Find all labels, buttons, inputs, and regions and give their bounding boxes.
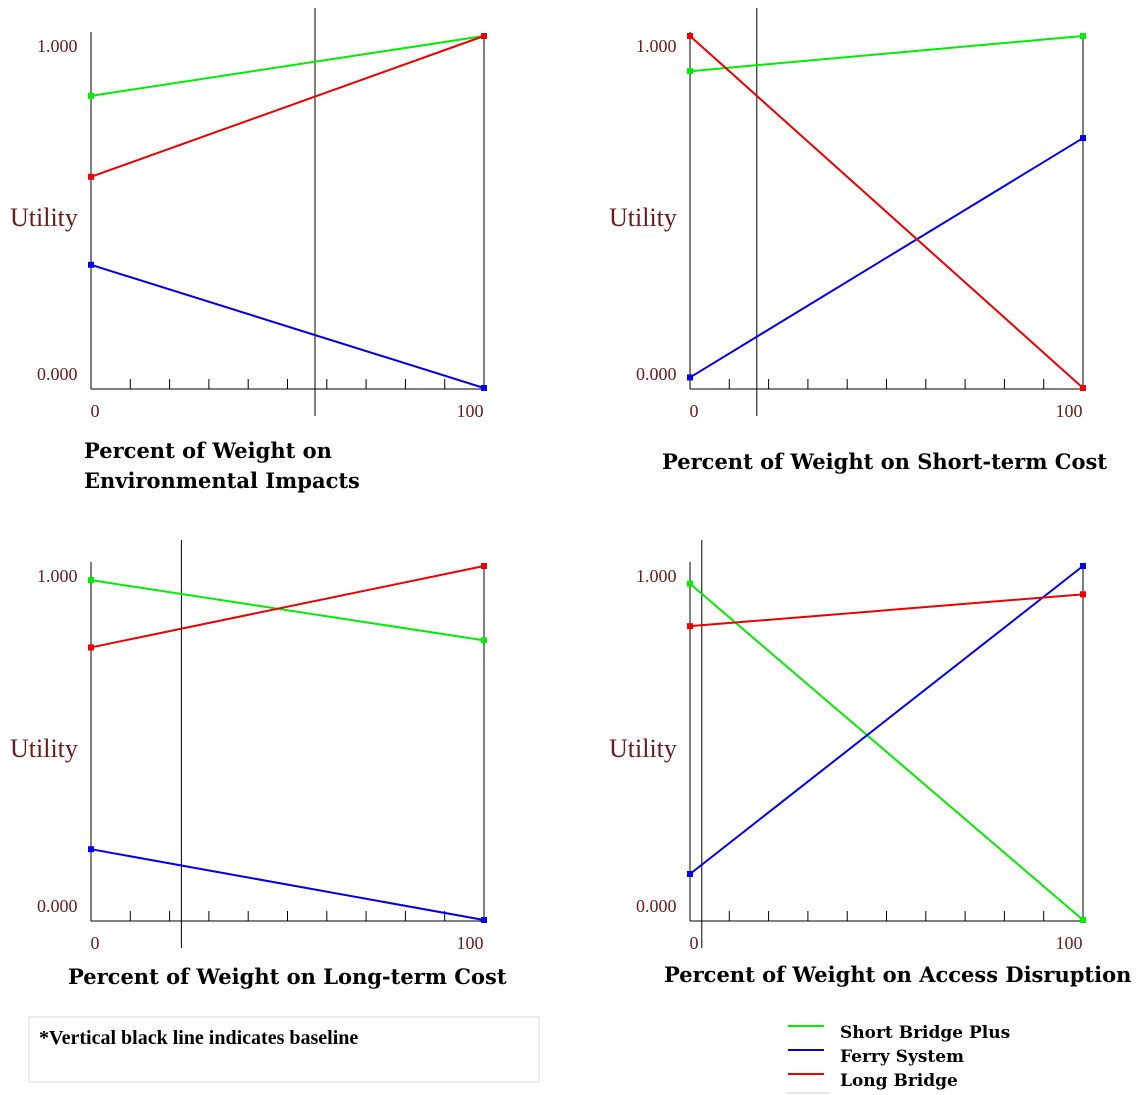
- data-point-long-bridge: [687, 623, 693, 630]
- data-point-long-bridge: [1080, 591, 1086, 598]
- data-point-ferry-system: [481, 385, 487, 391]
- chart-panel-4: 1.000 0.000 Utility 0 100 Percent of Weight o…: [609, 540, 1131, 987]
- data-point-short-bridge-plus: [88, 577, 94, 584]
- x-tick-label-max: 100: [457, 401, 484, 421]
- data-point-long-bridge: [88, 644, 94, 651]
- series-line-ferry-system: [90, 263, 485, 389]
- x-axis-title: Percent of Weight on Long-term Cost: [68, 964, 507, 989]
- y-axis-label: Utility: [609, 203, 677, 232]
- data-point-ferry-system: [1080, 563, 1086, 569]
- x-axis-title: Percent of Weight on Short-term Cost: [662, 449, 1107, 474]
- chart-panel-3: 1.000 0.000 Utility 0 100 Percent of Weight o…: [10, 540, 507, 989]
- chart-panel-2: 1.000 0.000 Utility 0 100 Percent of Weight o…: [609, 8, 1107, 474]
- series-line-long-bridge: [90, 565, 485, 649]
- legend-label-ferry-system: Ferry System: [840, 1047, 964, 1067]
- series-line-short-bridge-plus: [90, 35, 485, 97]
- data-point-long-bridge: [481, 563, 487, 569]
- chart-panel-1: 1.000 0.000 Utility 0 100 Percent of Weight o…: [10, 8, 487, 493]
- series-line-long-bridge: [689, 35, 1084, 389]
- data-point-short-bridge-plus: [687, 68, 693, 75]
- x-tick-label-max: 100: [1056, 933, 1083, 953]
- series-line-ferry-system: [90, 848, 485, 921]
- note-box: [28, 1016, 540, 1083]
- x-tick-label-max: 100: [1056, 401, 1083, 421]
- legend: Short Bridge Plus Ferry System Long Bridge: [786, 1023, 1010, 1094]
- data-point-ferry-system: [481, 917, 487, 923]
- data-point-ferry-system: [687, 870, 693, 877]
- y-axis-label: Utility: [10, 203, 78, 232]
- data-point-long-bridge: [1080, 385, 1086, 391]
- y-axis-label: Utility: [609, 734, 677, 763]
- charts-group: 1.000 0.000 Utility 0 100 Percent of Weight o…: [10, 8, 1131, 989]
- series-line-long-bridge: [689, 593, 1084, 628]
- data-point-long-bridge: [687, 33, 693, 39]
- data-point-ferry-system: [1080, 135, 1086, 142]
- x-tick-label-min: 0: [690, 933, 699, 953]
- data-point-short-bridge-plus: [1080, 917, 1086, 923]
- data-point-short-bridge-plus: [687, 580, 693, 587]
- data-point-long-bridge: [88, 173, 94, 180]
- x-tick-label-min: 0: [91, 933, 100, 953]
- y-tick-label-max: 1.000: [37, 566, 78, 586]
- y-tick-label-max: 1.000: [37, 36, 78, 56]
- data-point-short-bridge-plus: [88, 92, 94, 99]
- data-point-short-bridge-plus: [481, 637, 487, 644]
- y-axis-label: Utility: [10, 734, 78, 763]
- y-tick-label-min: 0.000: [636, 364, 677, 384]
- y-tick-label-min: 0.000: [37, 896, 78, 916]
- baseline-note: *Vertical black line indicates baseline: [39, 1027, 358, 1049]
- legend-label-long-bridge: Long Bridge: [840, 1071, 958, 1091]
- series-line-short-bridge-plus: [90, 579, 485, 642]
- series-line-ferry-system: [689, 565, 1084, 875]
- data-point-ferry-system: [88, 846, 94, 853]
- y-tick-label-min: 0.000: [37, 364, 78, 384]
- series-line-short-bridge-plus: [689, 582, 1084, 921]
- series-line-short-bridge-plus: [689, 35, 1084, 73]
- series-line-long-bridge: [90, 35, 485, 178]
- x-tick-label-min: 0: [690, 401, 699, 421]
- legend-label-short-bridge-plus: Short Bridge Plus: [840, 1023, 1010, 1043]
- x-axis-title-line-1: Percent of Weight on: [84, 438, 332, 463]
- x-tick-label-min: 0: [91, 401, 100, 421]
- y-tick-label-max: 1.000: [636, 36, 677, 56]
- series-line-ferry-system: [689, 137, 1084, 379]
- data-point-short-bridge-plus: [1080, 33, 1086, 39]
- data-point-ferry-system: [687, 374, 693, 381]
- data-point-long-bridge: [481, 33, 487, 39]
- y-tick-label-min: 0.000: [636, 896, 677, 916]
- x-axis-title-line-2: Environmental Impacts: [84, 468, 360, 493]
- x-axis-title: Percent of Weight on Access Disruption: [664, 962, 1131, 987]
- y-tick-label-max: 1.000: [636, 566, 677, 586]
- data-point-ferry-system: [88, 261, 94, 268]
- x-tick-label-max: 100: [457, 933, 484, 953]
